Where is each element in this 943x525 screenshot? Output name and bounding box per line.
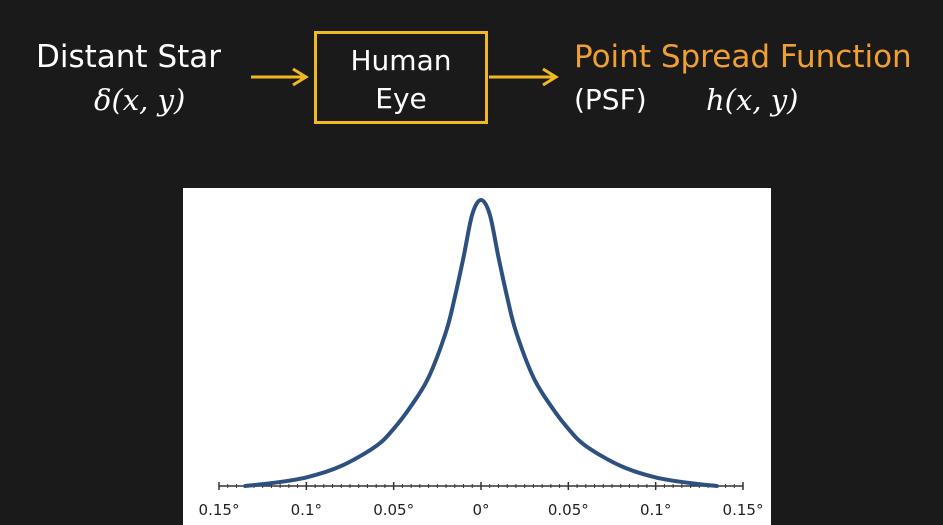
x-tick-label: 0.1° bbox=[291, 501, 322, 519]
input-function: δ(x, y) bbox=[94, 83, 186, 117]
output-title: Point Spread Function bbox=[574, 39, 912, 75]
arrows-layer bbox=[251, 67, 559, 87]
psf-curve bbox=[243, 198, 719, 488]
box-label-line1: Human bbox=[350, 44, 452, 77]
psf-plot-panel: 0.15° 0.1° 0.05° 0° 0.05° 0.1° 0.15° bbox=[183, 188, 771, 525]
arrow-input-to-eye bbox=[251, 67, 309, 87]
arrow-eye-to-psf bbox=[489, 67, 559, 87]
x-tick-group bbox=[218, 482, 744, 490]
psf-plot: 0.15° 0.1° 0.05° 0° 0.05° 0.1° 0.15° bbox=[199, 198, 764, 519]
output-function: h(x, y) bbox=[706, 83, 799, 117]
box-label-line2: Eye bbox=[375, 82, 427, 115]
x-tick-label: 0° bbox=[472, 501, 489, 519]
x-tick-label: 0.05° bbox=[548, 501, 589, 519]
input-title: Distant Star bbox=[36, 39, 222, 75]
x-tick-label: 0.05° bbox=[373, 501, 414, 519]
output-abbrev: (PSF) bbox=[574, 83, 647, 116]
x-tick-label: 0.15° bbox=[199, 501, 240, 519]
arrow-input-head bbox=[292, 67, 309, 87]
human-eye-box bbox=[314, 31, 488, 124]
x-tick-label: 0.15° bbox=[723, 501, 764, 519]
x-tick-label-group: 0.15° 0.1° 0.05° 0° 0.05° 0.1° 0.15° bbox=[199, 501, 764, 519]
arrow-output-head bbox=[542, 67, 559, 87]
x-tick-label: 0.1° bbox=[640, 501, 671, 519]
